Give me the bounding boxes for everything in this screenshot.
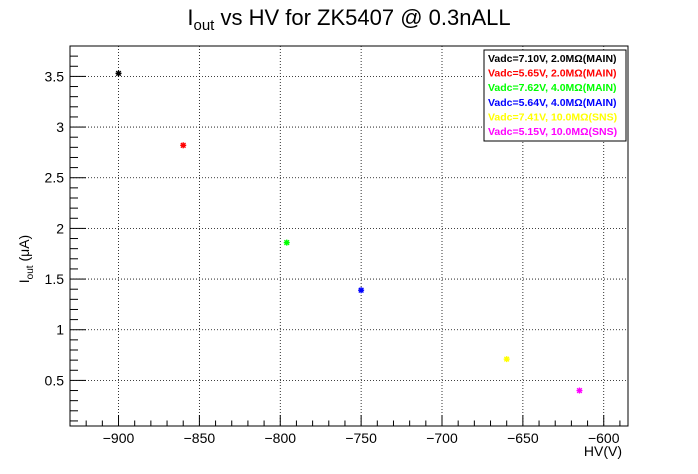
x-tick-label: −600 <box>588 430 620 446</box>
legend-entry: Vadc=5.15V, 10.0MΩ(SNS) <box>488 126 617 138</box>
x-tick-label: −700 <box>426 430 458 446</box>
chart-title-rest: vs HV for ZK5407 @ 0.3nALL <box>214 5 510 30</box>
x-tick-label: −750 <box>345 430 377 446</box>
legend: Vadc=7.10V, 2.0MΩ(MAIN) Vadc=5.65V, 2.0MΩ… <box>483 49 627 142</box>
data-point-stroke <box>180 142 187 149</box>
data-point <box>576 387 583 394</box>
chart-title-sub: out <box>194 17 216 34</box>
x-tick-label: −800 <box>264 430 296 446</box>
data-point <box>180 142 187 149</box>
data-point-stroke <box>283 239 290 246</box>
y-tick-label: 1.5 <box>45 271 65 287</box>
y-tick-label: 2 <box>56 220 64 236</box>
legend-entry: Vadc=5.64V, 4.0MΩ(MAIN) <box>488 97 617 109</box>
data-point <box>358 287 365 294</box>
data-point-stroke <box>576 387 583 394</box>
tick-labels: −900 −850 −800 −750 −700 −650 −600 0.5 1 1.5 2 2.5 3… <box>45 68 620 446</box>
data-point-stroke <box>115 70 122 77</box>
data-point <box>283 239 290 246</box>
y-tick-label: 3 <box>56 119 64 135</box>
y-tick-label: 1 <box>56 322 64 338</box>
data-points <box>115 70 583 394</box>
legend-box <box>483 49 627 142</box>
y-axis-title-sub: out <box>25 265 36 279</box>
data-point-stroke <box>503 356 510 362</box>
y-axis-title: Iout (μA) <box>16 235 36 283</box>
y-tick-label: 0.5 <box>45 372 65 388</box>
chart-title-main: I <box>187 5 193 30</box>
x-axis-title: HV(V) <box>584 443 622 459</box>
data-point <box>115 70 122 77</box>
y-axis-title-rest: (μA) <box>16 235 32 266</box>
y-tick-label: 3.5 <box>45 68 65 84</box>
x-tick-label: −650 <box>507 430 539 446</box>
y-axis-title-main: I <box>16 279 32 283</box>
x-tick-label: −850 <box>184 430 216 446</box>
data-point <box>503 356 510 363</box>
y-tick-label: 2.5 <box>45 170 65 186</box>
legend-entry: Vadc=7.10V, 2.0MΩ(MAIN) <box>488 53 617 65</box>
legend-entry: Vadc=7.41V, 10.0MΩ(SNS) <box>488 111 617 123</box>
data-point-stroke <box>358 287 364 294</box>
legend-entry: Vadc=7.62V, 4.0MΩ(MAIN) <box>488 82 617 94</box>
axis-ticks <box>69 45 621 426</box>
plot-frame <box>69 45 629 427</box>
legend-entry: Vadc=5.65V, 2.0MΩ(MAIN) <box>488 68 617 80</box>
x-tick-label: −900 <box>103 430 135 446</box>
chart-title: Iout vs HV for ZK5407 @ 0.3nALL <box>187 5 510 34</box>
